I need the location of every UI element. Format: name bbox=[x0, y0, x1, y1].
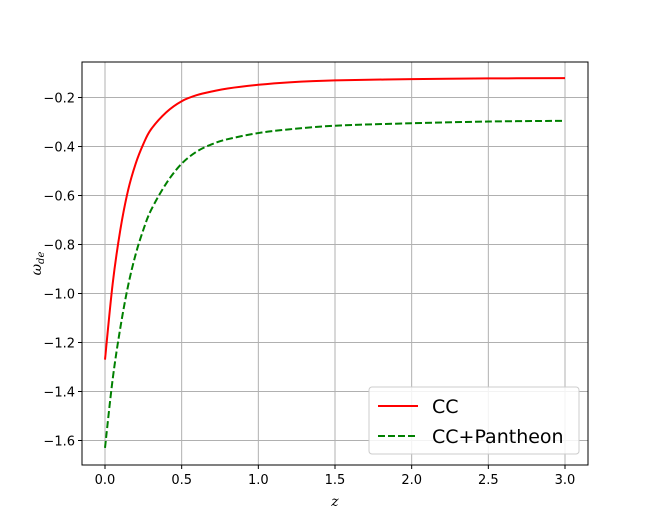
x-tick-label: 3.0 bbox=[555, 473, 576, 488]
y-tick-label: −1.0 bbox=[43, 288, 75, 303]
x-tick-label: 1.5 bbox=[325, 473, 346, 488]
series-line-cc-pantheon bbox=[104, 119, 566, 448]
y-axis-ticks: −0.2 −0.4 −0.6 −0.8 −1.0 −1.2 −1.4 −1.6 bbox=[43, 92, 82, 450]
y-tick-label: −0.4 bbox=[43, 141, 75, 156]
legend-box bbox=[368, 386, 580, 455]
y-axis-label-main: ω bbox=[29, 263, 45, 275]
series-line-cc bbox=[104, 77, 566, 360]
y-axis-label: ωde bbox=[29, 252, 47, 276]
x-tick-label: 0.5 bbox=[171, 473, 192, 488]
legend: CC CC+Pantheon bbox=[368, 386, 580, 455]
x-tick-label: 2.0 bbox=[401, 473, 422, 488]
y-tick-label: −1.2 bbox=[43, 337, 75, 352]
y-tick-label: −0.6 bbox=[43, 190, 75, 205]
y-tick-label: −0.8 bbox=[43, 239, 75, 254]
legend-label-cc: CC bbox=[432, 396, 459, 418]
y-tick-label: −0.2 bbox=[43, 92, 75, 107]
y-tick-label: −1.6 bbox=[43, 435, 75, 450]
x-axis-ticks: 0.0 0.5 1.0 1.5 2.0 2.5 3.0 bbox=[95, 465, 576, 488]
x-tick-label: 1.0 bbox=[248, 473, 269, 488]
y-tick-label: −1.4 bbox=[43, 386, 75, 401]
x-tick-label: 2.5 bbox=[478, 473, 499, 488]
grid bbox=[82, 62, 588, 465]
x-tick-label: 0.0 bbox=[95, 473, 116, 488]
series-lines bbox=[104, 77, 566, 448]
legend-label-cc-pantheon: CC+Pantheon bbox=[432, 426, 564, 448]
y-axis-label-subscript: de bbox=[36, 252, 47, 264]
x-axis-label: z bbox=[330, 494, 339, 510]
